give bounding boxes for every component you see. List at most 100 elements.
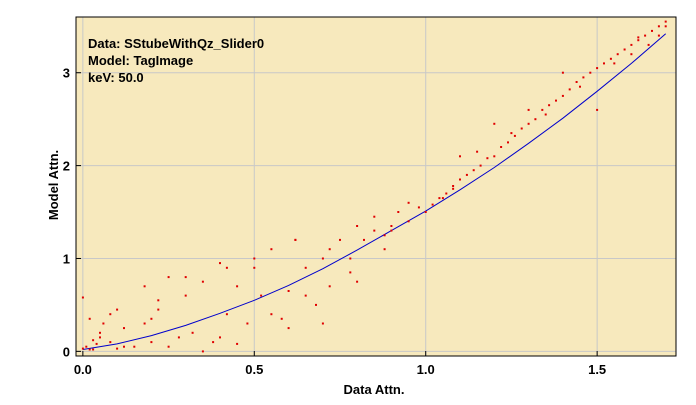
- data-point: [417, 206, 420, 209]
- data-point: [99, 336, 101, 339]
- data-point: [383, 248, 386, 251]
- data-point: [507, 141, 509, 144]
- data-point: [544, 113, 547, 116]
- data-point: [349, 271, 352, 274]
- data-point: [582, 76, 585, 79]
- data-point: [304, 266, 307, 269]
- data-point: [143, 285, 146, 288]
- plot-frame: [75, 16, 677, 357]
- data-point: [500, 146, 503, 148]
- data-point: [304, 294, 307, 297]
- data-point: [143, 322, 146, 325]
- data-point: [383, 234, 386, 237]
- grid-lines: [76, 17, 676, 356]
- data-point: [431, 203, 434, 206]
- y-axis-label: Model Attn.: [46, 150, 61, 220]
- data-point: [212, 341, 215, 344]
- data-point: [225, 266, 228, 269]
- data-point: [575, 81, 578, 83]
- data-point: [270, 313, 273, 316]
- data-point: [510, 132, 513, 135]
- data-point: [459, 178, 461, 181]
- data-point: [657, 34, 660, 37]
- scatter-points: [81, 20, 667, 353]
- data-point: [109, 313, 112, 316]
- data-point: [623, 48, 626, 51]
- y-tick-label: 3: [63, 66, 70, 81]
- data-point: [459, 155, 461, 158]
- data-point: [561, 94, 564, 97]
- data-point: [92, 348, 95, 351]
- data-point: [513, 134, 516, 137]
- annotation-data: Data: SStubeWithQz_Slider0: [88, 36, 264, 51]
- data-point: [349, 257, 352, 260]
- data-point: [651, 29, 653, 32]
- data-point: [116, 308, 119, 311]
- plot-background: [76, 17, 676, 356]
- data-point: [616, 53, 619, 56]
- y-tick-label: 0: [63, 344, 70, 359]
- data-point: [555, 99, 557, 102]
- data-point: [596, 108, 599, 111]
- data-point: [95, 342, 98, 345]
- data-point: [520, 127, 523, 130]
- data-point: [438, 197, 441, 200]
- data-point: [177, 336, 180, 339]
- data-point: [548, 104, 551, 107]
- data-point: [219, 262, 221, 265]
- data-point: [88, 317, 91, 320]
- data-point: [493, 122, 496, 125]
- y-tick-label: 1: [63, 251, 70, 266]
- data-point: [452, 187, 455, 190]
- data-point: [92, 339, 95, 342]
- data-point: [260, 294, 263, 297]
- data-point: [657, 25, 660, 28]
- data-point: [644, 34, 647, 37]
- data-point: [184, 276, 187, 279]
- data-point: [568, 88, 571, 91]
- data-point: [613, 62, 616, 65]
- data-point: [225, 313, 228, 316]
- data-point: [123, 327, 125, 330]
- data-point: [534, 118, 537, 121]
- data-point: [123, 345, 125, 348]
- data-point: [465, 173, 468, 176]
- data-point: [527, 122, 530, 125]
- data-point: [603, 62, 605, 65]
- data-point: [541, 108, 544, 111]
- data-point: [133, 345, 136, 348]
- data-point: [287, 290, 290, 292]
- data-point: [445, 192, 448, 195]
- data-point: [102, 322, 105, 325]
- x-tick-label: 1.5: [588, 362, 606, 377]
- data-point: [328, 248, 331, 251]
- data-point: [561, 71, 564, 74]
- data-point: [339, 238, 341, 241]
- data-point: [452, 185, 455, 187]
- x-axis-ticks: 0.0 0.5 1.0 1.5: [74, 351, 606, 377]
- data-point: [157, 308, 160, 311]
- data-point: [321, 257, 324, 260]
- data-point: [356, 280, 359, 283]
- data-point: [116, 347, 119, 350]
- data-point: [476, 150, 479, 153]
- data-point: [81, 347, 84, 350]
- data-point: [664, 25, 667, 28]
- data-point: [88, 348, 91, 351]
- data-point: [390, 225, 393, 227]
- data-point: [236, 342, 239, 345]
- data-point: [589, 71, 592, 74]
- data-point: [201, 350, 204, 353]
- y-axis-ticks: 0 1 2 3: [63, 66, 81, 359]
- data-point: [315, 303, 317, 306]
- data-point: [486, 157, 489, 160]
- data-point: [493, 155, 496, 158]
- series-line: [82, 33, 667, 350]
- data-point: [407, 201, 410, 204]
- data-point: [191, 331, 194, 334]
- data-point: [287, 327, 290, 330]
- data-point: [664, 20, 667, 23]
- data-point: [99, 331, 101, 334]
- data-point: [390, 229, 393, 232]
